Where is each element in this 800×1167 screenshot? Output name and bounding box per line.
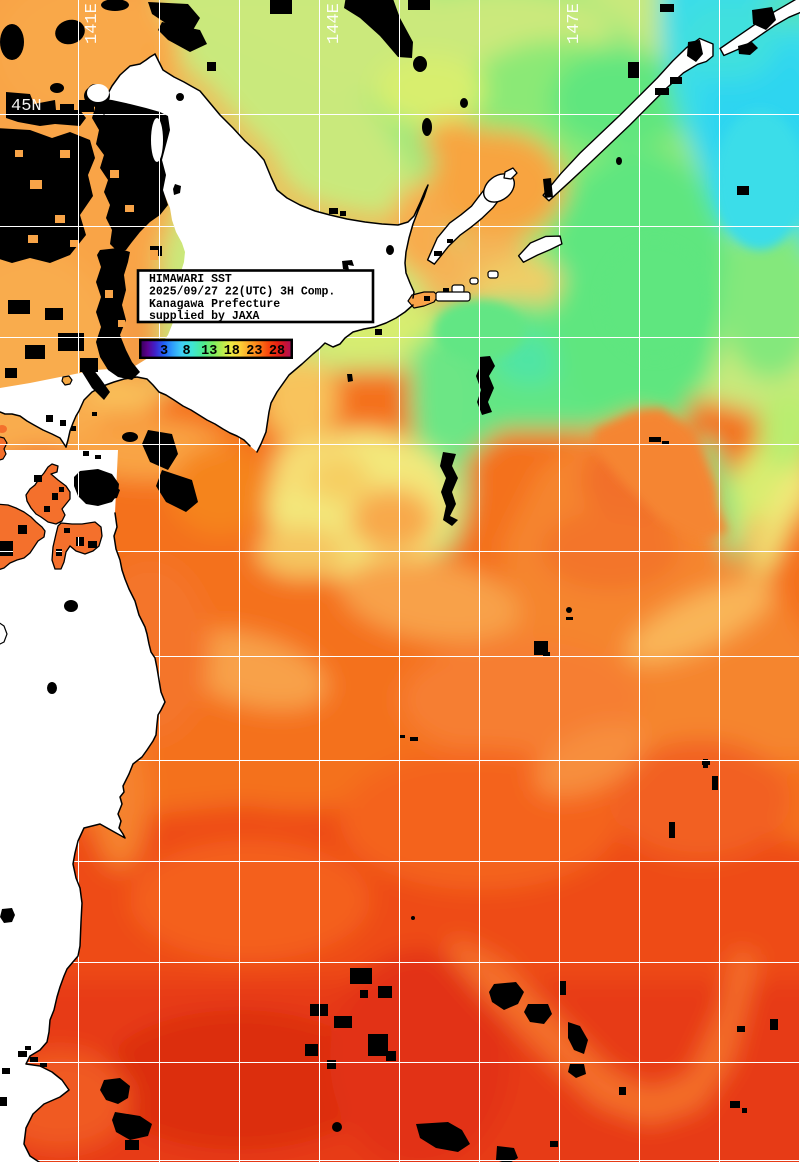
svg-text:2025/09/27 22(UTC) 3H Comp.: 2025/09/27 22(UTC) 3H Comp.: [149, 286, 335, 299]
svg-text:147E: 147E: [565, 3, 584, 44]
svg-text:28: 28: [269, 344, 285, 359]
svg-text:supplied by JAXA: supplied by JAXA: [149, 310, 260, 323]
svg-text:3: 3: [160, 344, 168, 359]
svg-text:13: 13: [201, 344, 217, 359]
svg-text:144E: 144E: [325, 3, 344, 44]
svg-text:HIMAWARI SST: HIMAWARI SST: [149, 273, 232, 286]
svg-text:Kanagawa Prefecture: Kanagawa Prefecture: [149, 298, 280, 311]
svg-text:45N: 45N: [11, 97, 42, 116]
svg-text:8: 8: [183, 344, 191, 359]
svg-text:23: 23: [246, 344, 262, 359]
svg-text:141E: 141E: [83, 3, 102, 44]
svg-text:18: 18: [224, 344, 240, 359]
